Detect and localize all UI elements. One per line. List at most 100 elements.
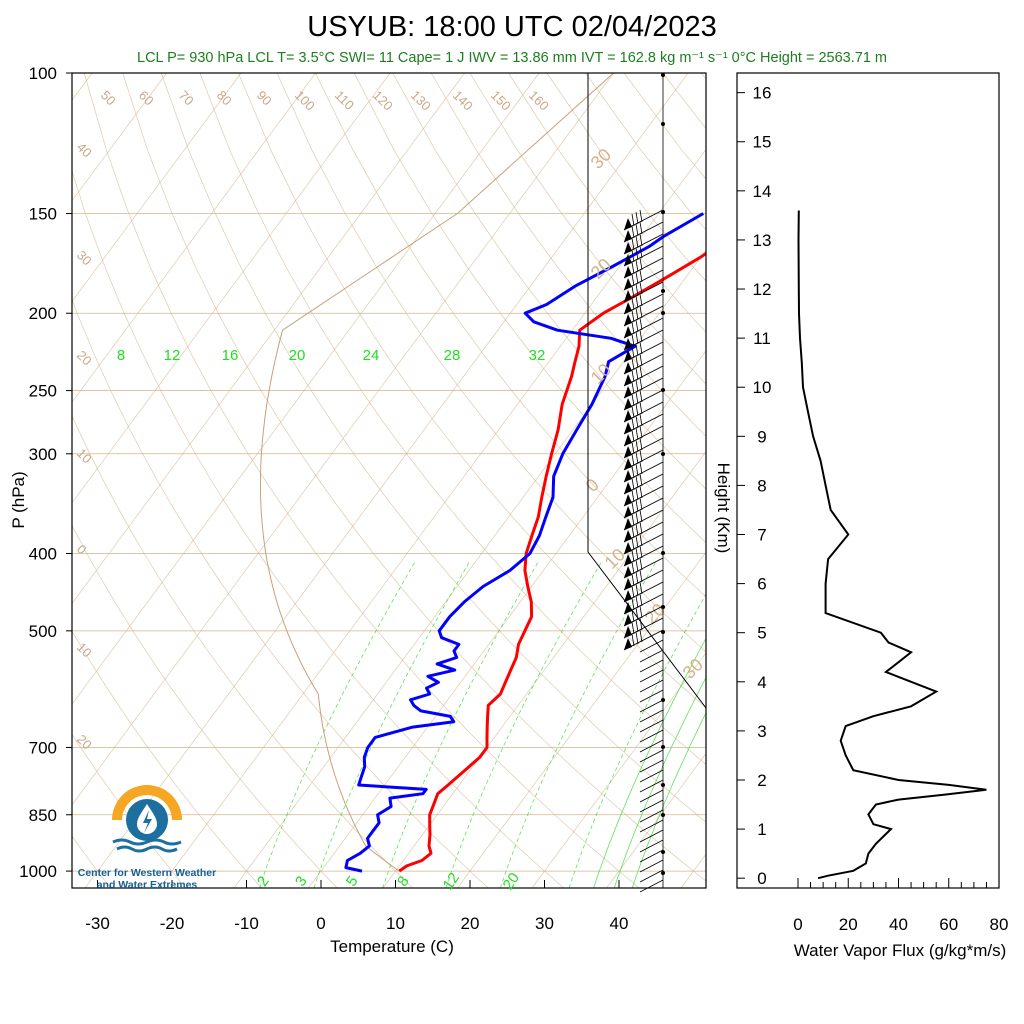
- isotherm-line: [72, 73, 540, 705]
- wind-barb-feather: [631, 417, 635, 431]
- wind-level-dot: [661, 210, 665, 214]
- wind-barb-feather: [639, 341, 643, 355]
- wind-barb-flag: [624, 506, 632, 518]
- wind-level-dot: [661, 850, 665, 854]
- wind-barb-flag: [624, 338, 632, 350]
- wind-barb-flag: [624, 434, 632, 446]
- isotherm-line: [72, 73, 614, 806]
- mixing-ratio-label: 8: [117, 347, 125, 364]
- wind-level-dot: [661, 289, 665, 293]
- dry-adiabat-line: [546, 73, 706, 282]
- wind-barb-flag: [624, 530, 632, 542]
- temperature-tick-label: 10: [386, 914, 405, 933]
- isotherm-left-label: 40: [74, 140, 95, 161]
- wind-barb-low: [639, 709, 664, 723]
- wind-barb-feather: [631, 621, 635, 635]
- wind-barb-feather: [639, 245, 643, 259]
- isotherm-right-label: 10: [587, 360, 615, 388]
- wind-barb-low: [639, 839, 664, 853]
- mixing-ratio-bottom-label: 5: [343, 873, 362, 890]
- dry-adiabat-label: 90: [254, 88, 275, 109]
- wind-barb-feather: [635, 499, 639, 513]
- temperature-tick-label: 40: [610, 914, 629, 933]
- isotherm-line: [382, 450, 706, 888]
- wind-barb-feather: [635, 259, 639, 273]
- wind-barb-feather: [639, 269, 643, 283]
- wind-barb-feather: [639, 413, 643, 427]
- wind-barb-feather: [635, 211, 639, 225]
- mixing-ratio-bottom-label: 20: [500, 870, 523, 893]
- wind-level-dot: [661, 311, 665, 315]
- height-tick-label: 15: [753, 133, 772, 152]
- wind-barb-feather: [639, 317, 643, 331]
- wind-barb-feather: [635, 559, 639, 573]
- wind-barb-feather: [639, 473, 643, 487]
- wind-barb-low: [639, 699, 664, 713]
- height-tick-label: 6: [757, 575, 766, 594]
- wind-barb-feather: [635, 319, 639, 333]
- height-tick-label: 1: [757, 820, 766, 839]
- pressure-tick-label: 300: [29, 445, 57, 464]
- isotherm-line: [72, 73, 391, 504]
- height-tick-label: 13: [753, 231, 772, 250]
- wind-level-dot: [661, 813, 665, 817]
- wind-level-dot: [661, 630, 665, 634]
- wind-barb-feather: [631, 609, 635, 623]
- isotherm-line: [72, 73, 316, 403]
- wind-barb-low: [639, 659, 664, 673]
- flux-tick-label: 60: [939, 915, 958, 934]
- wind-barb-feather: [639, 605, 643, 619]
- mixing-ratio-line: [593, 637, 706, 888]
- temperature-tick-label: 30: [535, 914, 554, 933]
- wind-barb-flag: [624, 566, 632, 578]
- logo-wave-2: [116, 845, 178, 853]
- temperature-tick-label: -20: [160, 914, 185, 933]
- logo-wave-1: [112, 838, 182, 846]
- wind-barb-feather: [639, 533, 643, 547]
- dry-adiabat-line: [72, 524, 338, 888]
- wind-barb-feather: [635, 271, 639, 285]
- wind-barb-feather: [631, 585, 635, 599]
- wind-barb-feather: [635, 307, 639, 321]
- wind-barb-feather: [639, 545, 643, 559]
- wind-barb-feather: [639, 353, 643, 367]
- wind-barb-low: [639, 679, 664, 693]
- wind-barb-feather: [635, 511, 639, 525]
- wind-barb-feather: [635, 439, 639, 453]
- wind-barb-feather: [639, 461, 643, 475]
- wind-barb-feather: [635, 487, 639, 501]
- mixing-ratio-bottom-label: 12: [440, 870, 463, 893]
- dry-adiabat-line: [83, 73, 640, 888]
- wind-barb-feather: [631, 285, 635, 299]
- isotherm-line: [457, 551, 706, 888]
- wind-barb-feather: [635, 367, 639, 381]
- wind-barb-feather: [635, 379, 639, 393]
- wind-barb-low: [639, 649, 664, 663]
- wind-barb-feather: [639, 569, 643, 583]
- wind-barb-feather: [631, 453, 635, 467]
- wind-barb-low: [639, 779, 664, 793]
- isotherm-left-label: 10: [74, 640, 95, 661]
- dry-adiabat-line: [72, 630, 262, 888]
- isotherm-line: [72, 73, 242, 303]
- mixing-ratio-line: [499, 561, 657, 888]
- parcel-path: [259, 73, 614, 872]
- wind-barb-feather: [639, 425, 643, 439]
- wind-barb-feather: [639, 581, 643, 595]
- isotherm-left-label: 10: [74, 446, 95, 467]
- mixing-ratio-label: 24: [363, 347, 380, 364]
- wind-barb-flag: [624, 614, 632, 626]
- height-tick-label: 4: [757, 673, 766, 692]
- dry-adiabat-line: [700, 73, 706, 80]
- mixing-ratio-label: 16: [222, 347, 239, 364]
- pressure-tick-label: 500: [29, 622, 57, 641]
- isotherm-line: [159, 148, 706, 888]
- flux-tick-label: 80: [990, 915, 1009, 934]
- wind-barb-feather: [631, 633, 635, 647]
- temperature-profile: [398, 251, 706, 873]
- wind-barb-feather: [631, 333, 635, 347]
- wind-barb-flag: [624, 230, 632, 242]
- wind-barb-feather: [631, 573, 635, 587]
- wind-barb-feather: [639, 281, 643, 295]
